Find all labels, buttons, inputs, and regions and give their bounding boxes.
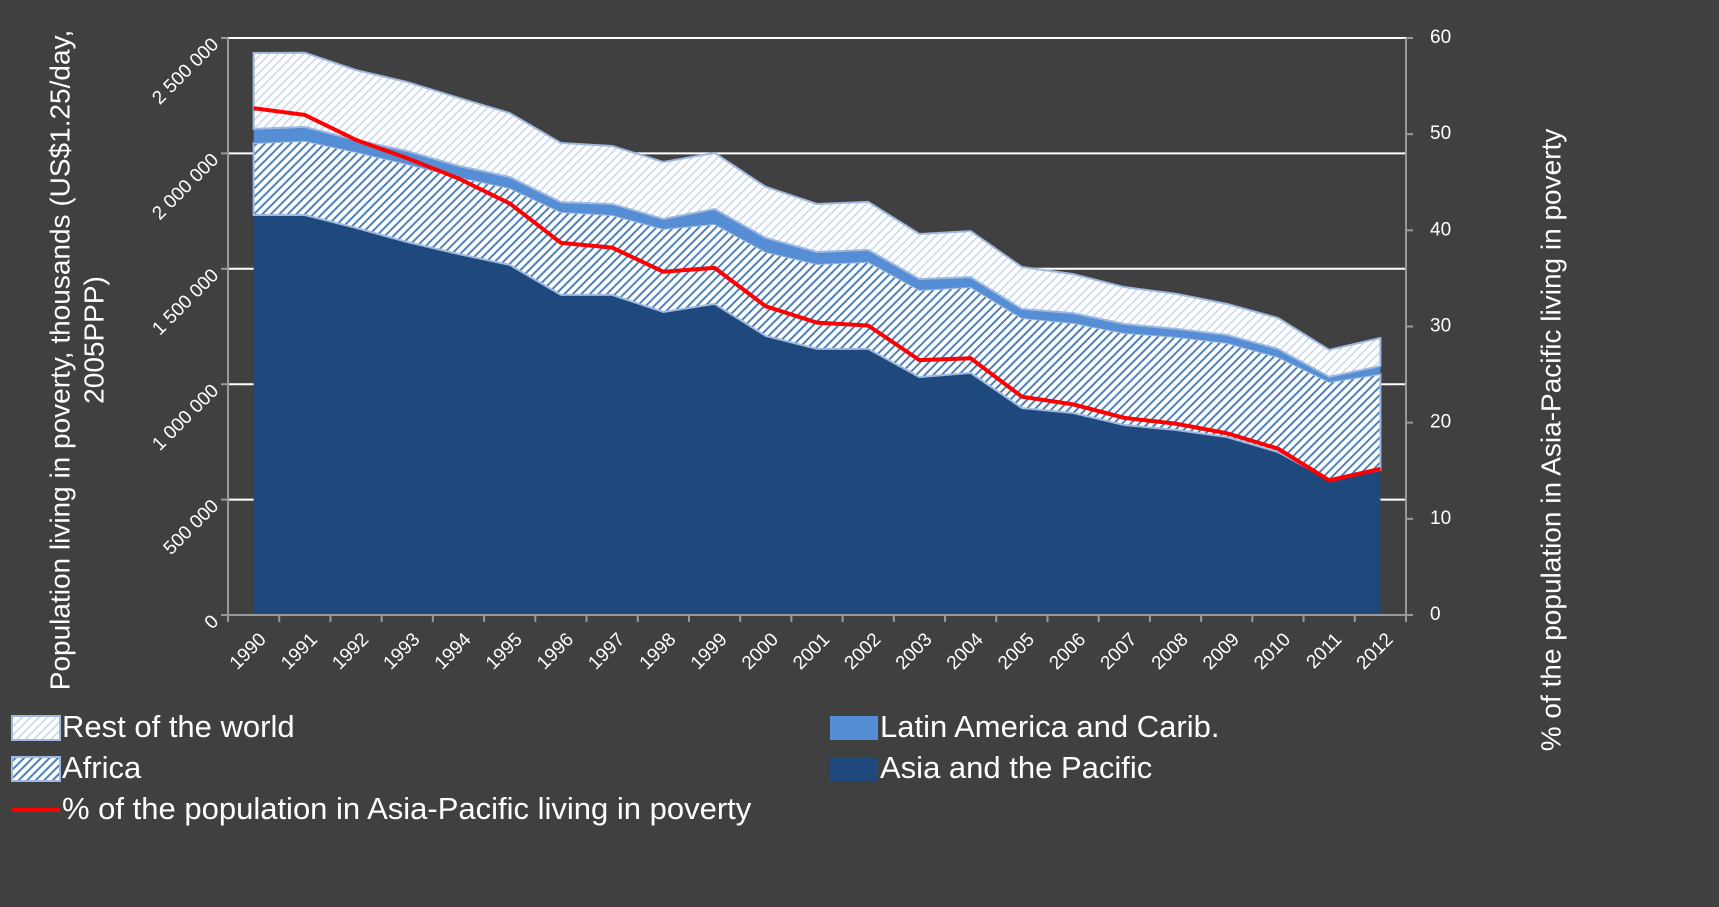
y2-tick-label: 50 — [1430, 123, 1451, 144]
x-tick-label: 2006 — [1045, 629, 1090, 674]
y-tick-label: 500 000 — [160, 496, 223, 559]
x-tick-label: 2001 — [789, 629, 834, 674]
legend-label: Rest of the world — [62, 709, 295, 744]
y-tick-label: 2 500 000 — [148, 34, 223, 109]
x-tick-label: 1992 — [328, 629, 373, 674]
y2-tick-label: 40 — [1430, 219, 1451, 240]
legend-label: Asia and the Pacific — [880, 750, 1152, 785]
x-tick-label: 1996 — [533, 629, 578, 674]
y-tick-label: 1 000 000 — [148, 380, 223, 455]
x-tick-label: 1997 — [584, 629, 629, 674]
x-tick-label: 2007 — [1097, 629, 1142, 674]
x-tick-label: 1991 — [277, 629, 322, 674]
x-tick-label: 2009 — [1199, 629, 1244, 674]
y-tick-label: 0 — [201, 611, 223, 633]
y2-axis-title: % of the population in Asia-Pacific livi… — [1535, 129, 1566, 752]
legend-label: Latin America and Carib. — [880, 709, 1219, 744]
y-axis-title: Population living in poverty, thousands … — [44, 30, 75, 690]
x-tick-label: 2002 — [841, 629, 886, 674]
y-tick-label: 1 500 000 — [148, 265, 223, 340]
y2-tick-label: 30 — [1430, 316, 1451, 337]
x-tick-label: 2004 — [943, 629, 988, 674]
legend-swatch — [830, 757, 878, 781]
y2-tick-label: 10 — [1430, 508, 1451, 529]
area — [253, 215, 1381, 615]
x-tick-label: 1995 — [482, 629, 527, 674]
y2-tick-label: 20 — [1430, 412, 1451, 433]
x-tick-label: 1999 — [687, 629, 732, 674]
x-tick-label: 2012 — [1353, 629, 1398, 674]
x-tick-label: 2010 — [1250, 629, 1295, 674]
area — [252, 51, 1382, 378]
x-tick-label: 2011 — [1303, 629, 1347, 673]
y-tick-label: 2 000 000 — [148, 150, 223, 225]
x-tick-label: 2003 — [892, 629, 937, 674]
x-tick-label: 1990 — [226, 629, 271, 674]
legend-label: Africa — [62, 750, 142, 785]
legend-swatch — [11, 756, 61, 782]
line — [253, 106, 1381, 483]
legend-label: % of the population in Asia-Pacific livi… — [62, 791, 752, 826]
x-tick-label: 2000 — [738, 629, 783, 674]
y2-tick-label: 60 — [1430, 27, 1451, 48]
legend-swatch — [11, 715, 61, 741]
y-axis-title: 2005PPP) — [78, 276, 109, 404]
x-tick-label: 1993 — [380, 629, 425, 674]
legend-swatch — [830, 716, 878, 740]
x-tick-label: 2005 — [994, 629, 1039, 674]
x-tick-label: 2008 — [1148, 629, 1193, 674]
x-tick-label: 1994 — [431, 629, 476, 674]
y2-tick-label: 0 — [1430, 604, 1441, 625]
x-tick-label: 1998 — [636, 629, 681, 674]
